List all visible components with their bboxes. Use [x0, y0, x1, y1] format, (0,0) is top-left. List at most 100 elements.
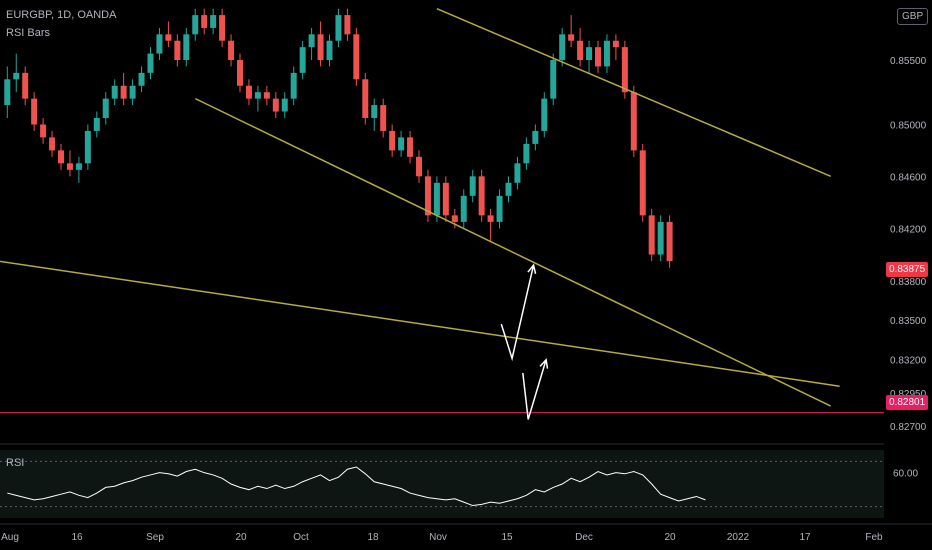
candle-body: [219, 15, 226, 41]
rsi-axis-tick: 60.00: [893, 469, 918, 480]
candle-body: [49, 137, 56, 151]
candle-body: [129, 85, 136, 99]
projection-arrow: [522, 359, 547, 420]
candle-body: [595, 47, 601, 67]
time-axis-tick: Oct: [293, 532, 309, 543]
candle-body: [621, 47, 628, 93]
candle-body: [308, 34, 315, 48]
candle-body: [407, 137, 414, 157]
candle-body: [66, 163, 73, 170]
candle-body: [245, 85, 252, 99]
candle-body: [433, 182, 440, 216]
price-axis-tick: 0.83800: [890, 277, 927, 288]
time-axis-tick: 20: [664, 532, 676, 543]
time-axis-tick: Sep: [146, 532, 164, 543]
candle-body: [353, 34, 360, 80]
rsi-pane-label: RSI: [6, 457, 25, 469]
candle-body: [13, 72, 20, 80]
candle-body: [254, 92, 261, 99]
candle-body: [416, 156, 422, 177]
price-axis-tick: 0.82700: [890, 422, 927, 433]
candle-body: [469, 176, 476, 196]
candle-body: [550, 60, 557, 99]
candle-body: [451, 215, 458, 222]
price-axis-tick: 0.83500: [890, 316, 927, 327]
price-axis-tick: 0.85000: [890, 120, 927, 131]
candle-body: [326, 40, 333, 60]
candle-body: [380, 105, 387, 131]
candle-body: [165, 34, 172, 41]
trendline-1: [194, 97, 832, 407]
price-axis-tick: 0.83200: [890, 356, 927, 367]
candle-body: [138, 72, 145, 86]
rsi-line: [7, 466, 706, 507]
candle-body: [371, 105, 378, 119]
candle-body: [93, 118, 100, 131]
time-axis-tick: 2022: [727, 532, 750, 543]
candle-body: [281, 98, 288, 112]
current-price-tag: 0.83875: [886, 262, 929, 277]
candle-body: [40, 124, 47, 138]
price-axis-tick: 0.84600: [890, 172, 927, 183]
projection-arrow-head: [527, 263, 537, 274]
candle-body: [442, 182, 449, 216]
candle-body: [344, 15, 351, 35]
trendline-3: [436, 8, 831, 178]
time-axis-tick: 16: [71, 532, 83, 543]
candle-body: [666, 221, 673, 262]
candle-body: [460, 195, 467, 222]
candle-body: [496, 195, 503, 222]
candle-body: [84, 130, 91, 164]
symbol-title: EURGBP, 1D, OANDA: [6, 9, 117, 21]
candle-body: [424, 176, 431, 216]
time-axis-tick: Feb: [865, 532, 883, 543]
candle-body: [58, 150, 64, 164]
candle-body: [603, 40, 610, 67]
candle-body: [568, 34, 575, 41]
candle-body: [156, 34, 163, 54]
candle-body: [111, 85, 118, 99]
candle-body: [335, 15, 342, 41]
candle-body: [317, 34, 324, 60]
candle-body: [147, 53, 154, 73]
candle-body: [648, 215, 655, 255]
trendline-2: [0, 260, 840, 387]
candle-body: [577, 40, 584, 60]
time-axis-tick: Dec: [575, 532, 593, 543]
candle-body: [237, 60, 243, 86]
time-axis-tick: 17: [799, 532, 811, 543]
candle-body: [263, 92, 270, 99]
time-axis-tick: 18: [367, 532, 379, 543]
candle-body: [201, 15, 208, 28]
candle-body: [31, 98, 38, 125]
time-axis-tick: 20: [235, 532, 247, 543]
candle-body: [514, 163, 521, 183]
candle-body: [657, 221, 664, 255]
candle-body: [290, 72, 297, 99]
time-axis-tick: 15: [501, 532, 513, 543]
price-axis-tick: 0.84200: [890, 224, 927, 235]
time-axis-tick: Aug: [1, 532, 19, 543]
candle-body: [630, 92, 637, 151]
projection-arrow: [500, 264, 535, 362]
time-axis-tick: Nov: [429, 532, 447, 543]
currency-button[interactable]: GBP: [897, 8, 929, 25]
candle-body: [183, 34, 190, 60]
support-price-tag: 0.82801: [886, 395, 929, 410]
candle-body: [299, 47, 306, 73]
candle-body: [532, 130, 539, 144]
candle-body: [22, 72, 29, 99]
candle-body: [174, 40, 181, 60]
candle-body: [120, 85, 127, 99]
candle-body: [210, 15, 217, 28]
candle-body: [192, 15, 199, 35]
candle-body: [272, 98, 279, 112]
projection-arrow-head: [539, 358, 549, 369]
candle-body: [523, 143, 530, 164]
indicator-label[interactable]: RSI Bars: [6, 27, 51, 39]
candle-body: [478, 176, 485, 216]
rsi-pane-background: [0, 450, 884, 518]
candle-body: [75, 163, 82, 170]
